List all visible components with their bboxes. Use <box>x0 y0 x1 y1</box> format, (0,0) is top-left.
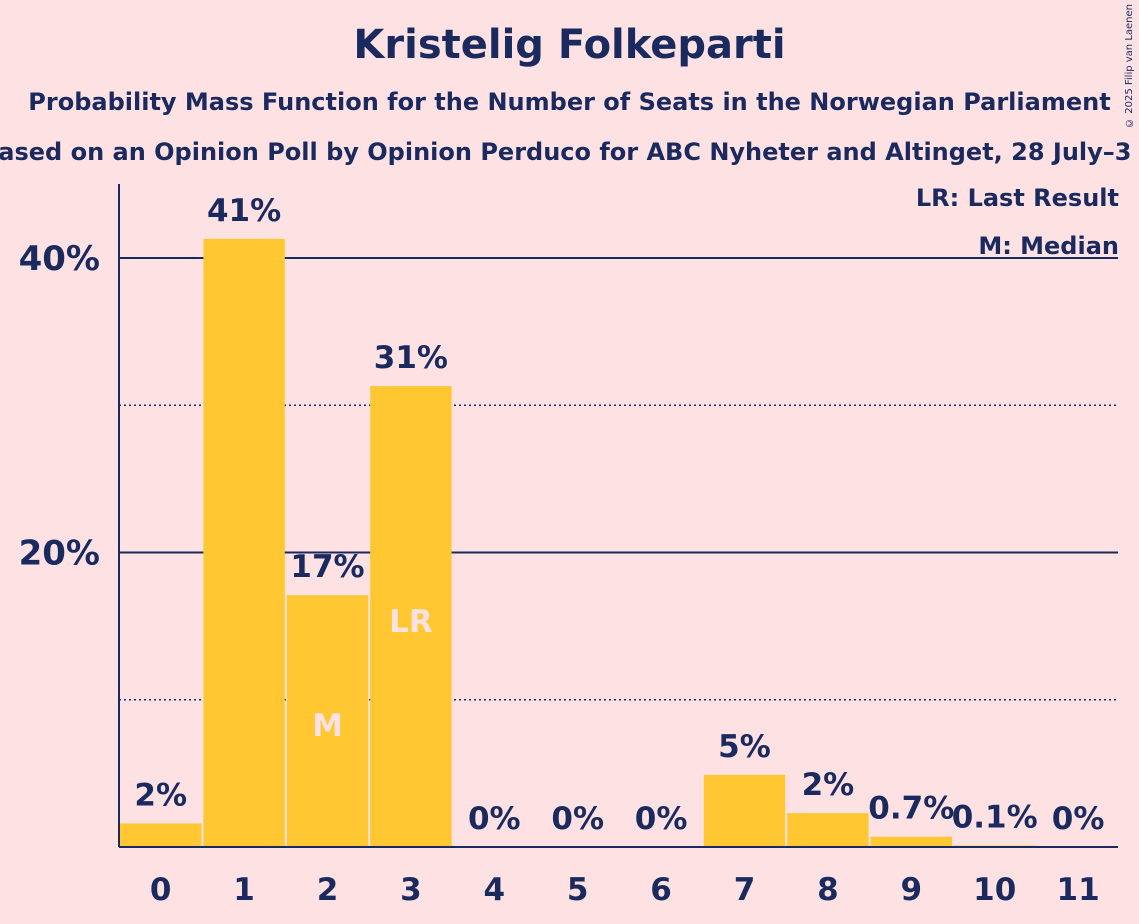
chart-title: Kristelig Folkeparti <box>353 22 786 68</box>
data-label: 0% <box>635 801 688 837</box>
bar-seat-3 <box>370 386 452 847</box>
x-tick-label: 2 <box>317 872 339 908</box>
x-tick-label: 7 <box>734 872 756 908</box>
last-result-marker: LR <box>389 604 433 640</box>
bar-seat-1 <box>203 238 285 848</box>
bar-seat-8 <box>787 813 869 847</box>
legend-last-result: LR: Last Result <box>915 184 1119 212</box>
x-tick-label: 6 <box>650 872 672 908</box>
x-tick-label: 3 <box>400 872 422 908</box>
x-tick-label: 10 <box>973 872 1016 908</box>
median-marker: M <box>312 708 343 744</box>
data-label: 41% <box>207 193 281 229</box>
y-tick-label: 40% <box>19 239 100 279</box>
x-tick-label: 4 <box>484 872 506 908</box>
data-label: 0% <box>551 801 604 837</box>
data-label: 0.1% <box>952 800 1038 836</box>
data-label: 2% <box>134 777 187 813</box>
data-label: 2% <box>802 767 855 803</box>
x-tick-label: 5 <box>567 872 589 908</box>
chart-source-subtitle: Based on an Opinion Poll by Opinion Perd… <box>0 138 1139 166</box>
x-tick-label: 9 <box>901 872 923 908</box>
x-tick-label: 1 <box>233 872 255 908</box>
data-label: 0% <box>468 801 521 837</box>
x-tick-label: 0 <box>150 872 172 908</box>
bar-seat-2 <box>286 595 369 847</box>
data-label: 0% <box>1052 801 1105 837</box>
bar-seat-0 <box>120 823 202 847</box>
bar-seat-7 <box>703 774 786 847</box>
data-label: 0.7% <box>868 791 954 827</box>
data-label: 5% <box>718 729 771 765</box>
bar-seat-9 <box>870 836 952 847</box>
data-label: 17% <box>290 549 364 585</box>
x-tick-label: 11 <box>1057 872 1100 908</box>
x-tick-label: 8 <box>817 872 839 908</box>
legend-median: M: Median <box>978 232 1119 260</box>
data-label: 31% <box>374 340 448 376</box>
y-tick-label: 20% <box>19 534 100 574</box>
chart-subtitle: Probability Mass Function for the Number… <box>28 88 1111 116</box>
